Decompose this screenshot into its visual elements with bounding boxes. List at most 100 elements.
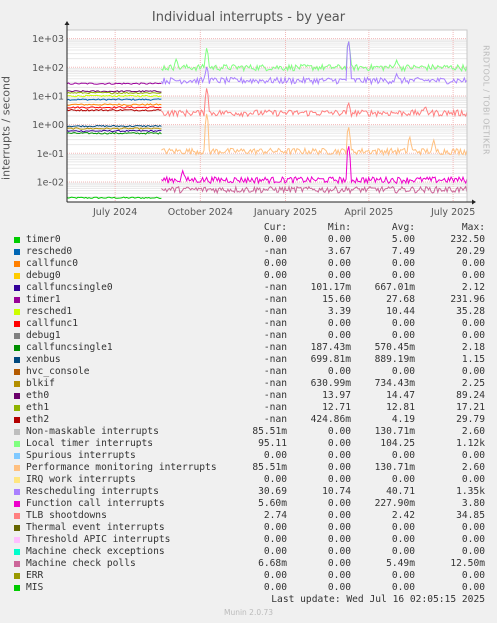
series-line-function-call-interrupts xyxy=(161,146,468,185)
legend-cur: 0.00 xyxy=(263,450,287,461)
legend-series-name: callfunc0 xyxy=(26,258,78,269)
chart-plot: 1e-02 1e-01 1e+00 1e+01 1e+02 1e+03 July 2024 O… xyxy=(32,21,476,218)
legend-swatch xyxy=(14,261,20,267)
legend-min: 0.00 xyxy=(327,438,351,449)
legend-cur: 0.00 xyxy=(263,234,287,245)
series-line-xenbus xyxy=(66,124,162,128)
series-line-resched1 xyxy=(66,94,162,98)
legend-row: callfunc1 -nan 0.00 0.00 0.00 xyxy=(0,318,497,330)
legend-avg: 0.00 xyxy=(391,318,415,329)
legend-avg: 14.47 xyxy=(386,390,415,401)
legend-row: MIS 0.00 0.00 0.00 0.00 xyxy=(0,582,497,594)
y-axis-arrow xyxy=(64,21,70,25)
series-line-performance-monitoring-interrupts xyxy=(161,113,468,157)
legend-series-name: xenbus xyxy=(26,354,61,365)
legend-max: 0.00 xyxy=(461,450,485,461)
legend-max: 0.00 xyxy=(461,270,485,281)
legend-max: 89.24 xyxy=(456,390,485,401)
legend-cur: -nan xyxy=(263,330,287,341)
legend-cur: 0.00 xyxy=(263,258,287,269)
legend-row: IRQ work interrupts 0.00 0.00 0.00 0.00 xyxy=(0,474,497,486)
legend-cur: -nan xyxy=(263,414,287,425)
legend-max: 2.60 xyxy=(461,462,485,473)
legend-cur: 0.00 xyxy=(263,546,287,557)
legend-max: 0.00 xyxy=(461,546,485,557)
legend-swatch xyxy=(14,441,20,447)
legend-cur: 0.00 xyxy=(263,582,287,593)
chart-title: Individual interrupts - by year xyxy=(151,10,346,25)
legend-series-name: IRQ work interrupts xyxy=(26,474,136,485)
x-tick-label: April 2025 xyxy=(344,207,393,218)
legend-min: 3.39 xyxy=(327,306,351,317)
legend-row: timer1 -nan 15.60 27.68 231.96 xyxy=(0,294,497,306)
legend-series-name: callfuncsingle0 xyxy=(26,282,113,293)
legend-series-name: timer1 xyxy=(26,294,61,305)
legend-min: 0.00 xyxy=(327,510,351,521)
legend-cur: -nan xyxy=(263,294,287,305)
legend-row: callfunc0 0.00 0.00 0.00 0.00 xyxy=(0,258,497,270)
legend-row: eth0 -nan 13.97 14.47 89.24 xyxy=(0,390,497,402)
legend-max: 3.80 xyxy=(461,498,485,509)
legend-avg: 5.49m xyxy=(386,558,415,569)
legend-cur: 0.00 xyxy=(263,474,287,485)
legend-row: Performance monitoring interrupts 85.51m 0… xyxy=(0,462,497,474)
legend-min: 0.00 xyxy=(327,462,351,473)
col-cur: Cur: xyxy=(263,222,287,233)
legend-cur: -nan xyxy=(263,342,287,353)
legend-avg: 0.00 xyxy=(391,366,415,377)
legend-cur: 0.00 xyxy=(263,534,287,545)
legend-cur: 0.00 xyxy=(263,522,287,533)
legend-swatch xyxy=(14,513,20,519)
legend-swatch xyxy=(14,333,20,339)
legend-series-name: callfunc1 xyxy=(26,318,78,329)
legend-min: 0.00 xyxy=(327,318,351,329)
series-line-local-timer-interrupts xyxy=(161,41,468,73)
legend-series-name: resched1 xyxy=(26,306,73,317)
series-line-eth1 xyxy=(66,91,162,95)
legend-max: 2.25 xyxy=(461,378,485,389)
legend-max: 0.00 xyxy=(461,522,485,533)
legend-avg: 0.00 xyxy=(391,474,415,485)
legend-swatch xyxy=(14,489,20,495)
legend-row: Local timer interrupts 95.11 0.00 104.25 1.1… xyxy=(0,438,497,450)
legend-swatch xyxy=(14,297,20,303)
legend-row: Threshold APIC interrupts 0.00 0.00 0.00 0.0… xyxy=(0,534,497,546)
series-line-callfuncsingle0 xyxy=(66,129,162,133)
legend-max: 2.12 xyxy=(461,282,485,293)
legend-min: 0.00 xyxy=(327,522,351,533)
legend-swatch xyxy=(14,501,20,507)
legend-avg: 0.00 xyxy=(391,570,415,581)
legend-avg: 0.00 xyxy=(391,258,415,269)
y-tick-label: 1e+01 xyxy=(32,91,64,102)
legend-series-name: timer0 xyxy=(26,234,61,245)
legend-cur: -nan xyxy=(263,246,287,257)
legend-max: 0.00 xyxy=(461,534,485,545)
legend-avg: 0.00 xyxy=(391,522,415,533)
legend-cur: 85.51m xyxy=(252,426,287,437)
legend-avg: 0.00 xyxy=(391,450,415,461)
legend-min: 0.00 xyxy=(327,366,351,377)
legend-swatch xyxy=(14,249,20,255)
y-tick-label: 1e+02 xyxy=(32,63,64,74)
legend-avg: 5.00 xyxy=(391,234,415,245)
legend-min: 0.00 xyxy=(327,450,351,461)
legend-min: 0.00 xyxy=(327,534,351,545)
legend-avg: 104.25 xyxy=(380,438,415,449)
legend-swatch xyxy=(14,237,20,243)
legend-avg: 4.19 xyxy=(391,414,415,425)
col-min: Min: xyxy=(327,222,351,233)
legend-swatch xyxy=(14,273,20,279)
legend-row: resched0 -nan 3.67 7.49 20.29 xyxy=(0,246,497,258)
legend-avg: 0.00 xyxy=(391,330,415,341)
legend-swatch xyxy=(14,453,20,459)
legend-row: xenbus -nan 699.81m 889.19m 1.15 xyxy=(0,354,497,366)
series-line-timer0 xyxy=(66,196,162,200)
legend-avg: 130.71m xyxy=(374,426,415,437)
legend-series-name: eth0 xyxy=(26,390,50,401)
legend-swatch xyxy=(14,381,20,387)
legend-swatch xyxy=(14,537,20,543)
legend-min: 630.99m xyxy=(310,378,351,389)
legend-min: 0.00 xyxy=(327,474,351,485)
legend-min: 0.00 xyxy=(327,558,351,569)
legend-min: 0.00 xyxy=(327,270,351,281)
